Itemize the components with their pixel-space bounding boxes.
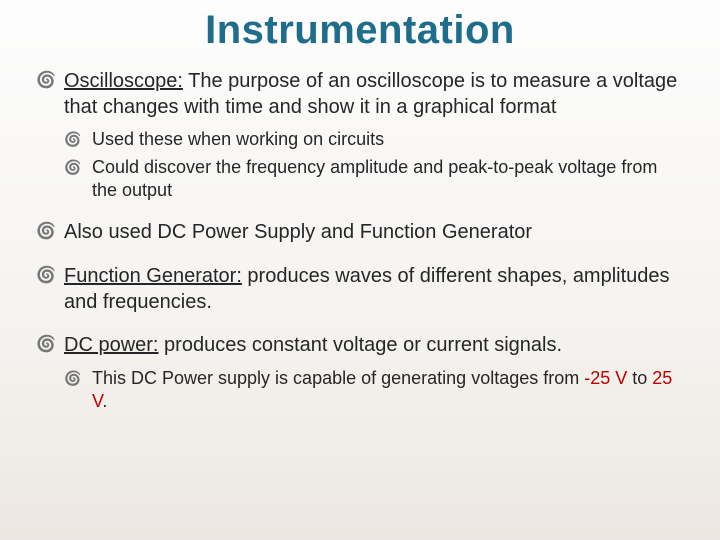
sub-bullet: Could discover the frequency amplitude a… [64, 156, 684, 203]
text-dc-power: produces constant voltage or current sig… [158, 334, 562, 356]
dc-range-prefix: This DC Power supply is capable of gener… [92, 368, 584, 388]
term-function-generator: Function Generator: [64, 265, 242, 287]
bullet-oscilloscope: Oscilloscope: The purpose of an oscillos… [36, 69, 684, 202]
dc-range-mid: to [627, 368, 652, 388]
sub-list-oscilloscope: Used these when working on circuits Coul… [64, 128, 684, 202]
bullet-also-used: Also used DC Power Supply and Function G… [36, 220, 684, 246]
dc-range-suffix: . [102, 391, 107, 411]
term-dc-power: DC power: [64, 334, 158, 356]
bullet-dc-power: DC power: produces constant voltage or c… [36, 333, 684, 413]
sub-bullet: Used these when working on circuits [64, 128, 684, 151]
sub-list-dc-power: This DC Power supply is capable of gener… [64, 367, 684, 414]
bullet-function-generator: Function Generator: produces waves of di… [36, 264, 684, 315]
dc-range-neg: -25 V [584, 368, 627, 388]
slide: Instrumentation Oscilloscope: The purpos… [0, 0, 720, 540]
term-oscilloscope: Oscilloscope: [64, 70, 183, 92]
sub-bullet-dc-range: This DC Power supply is capable of gener… [64, 367, 684, 414]
bullet-list: Oscilloscope: The purpose of an oscillos… [36, 69, 684, 414]
slide-title: Instrumentation [36, 8, 684, 53]
